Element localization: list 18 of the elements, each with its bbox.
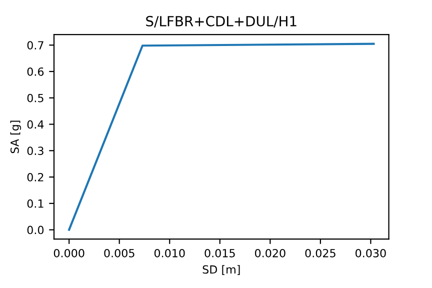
x-tick-label: 0.005 xyxy=(104,248,134,258)
y-tick-label: 0.1 xyxy=(27,199,44,208)
y-tick-label: 0.0 xyxy=(27,226,44,234)
x-tick-label: 0.020 xyxy=(254,248,286,258)
y-tick-label: 0.7 xyxy=(27,41,44,50)
y-tick-label: 0.2 xyxy=(27,173,44,182)
chart-title: S/LFBR+CDL+DUL/H1 xyxy=(146,16,296,28)
x-tick-label: 0.000 xyxy=(54,248,84,258)
x-tick-label: 0.025 xyxy=(305,248,336,258)
y-tick-label: 0.6 xyxy=(27,67,44,76)
x-axis-title: SD [m] xyxy=(202,265,240,275)
x-tick-label: 0.015 xyxy=(204,248,235,258)
x-tick-label: 0.010 xyxy=(154,248,185,258)
y-tick-label: 0.3 xyxy=(27,146,44,156)
y-tick-label: 0.4 xyxy=(27,120,44,129)
y-tick-label: 0.5 xyxy=(27,94,44,102)
x-tick-label: 0.030 xyxy=(356,248,386,258)
y-axis-title: SA [g] xyxy=(10,120,22,154)
